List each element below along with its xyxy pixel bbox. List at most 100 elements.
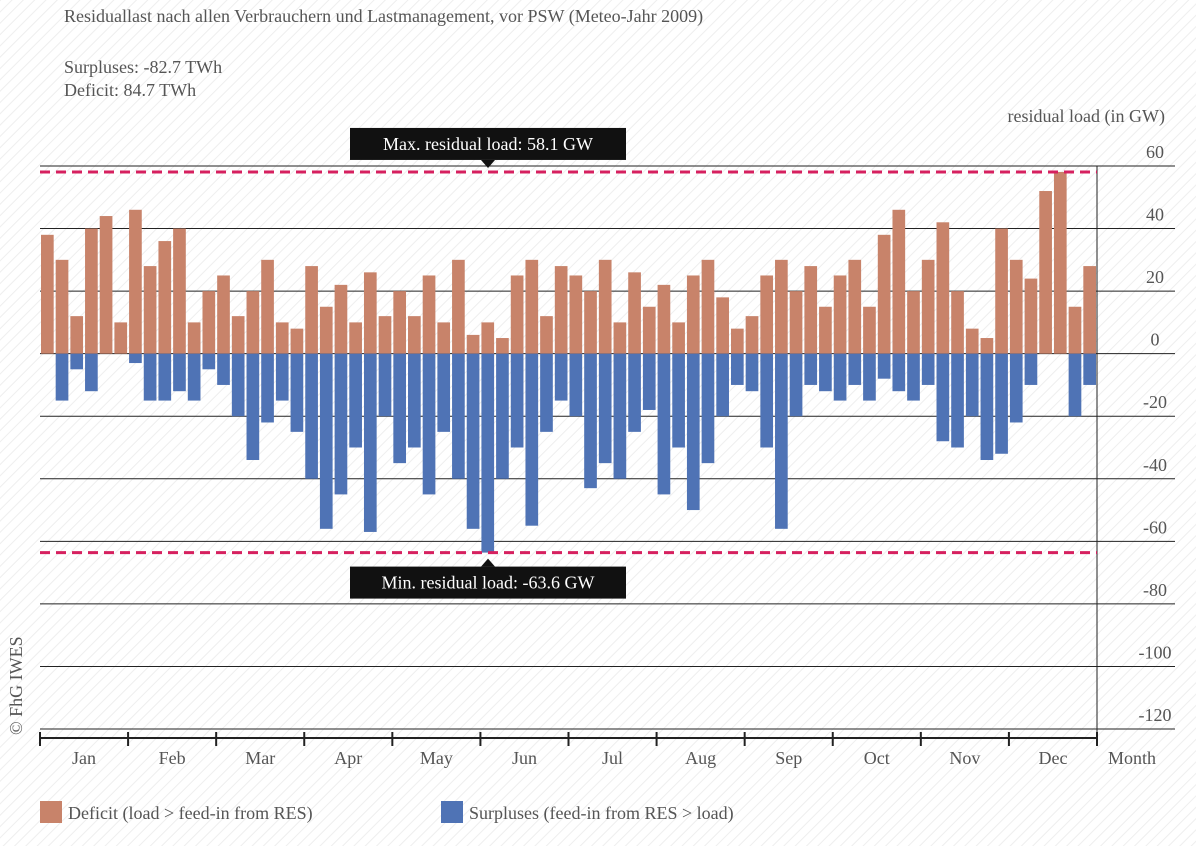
bar [569,275,583,354]
bar [760,275,774,354]
bar [246,353,260,461]
bar [55,259,69,354]
bar [129,353,142,364]
bar [85,228,98,354]
bar [907,291,920,354]
bar [452,353,465,479]
bar [378,316,392,354]
y-tick-label: 20 [1146,267,1164,287]
annotation-label: Min. residual load: -63.6 GW [382,573,595,593]
bar [877,234,891,354]
bar [466,334,480,354]
bar [907,353,920,401]
y-tick-label: -120 [1139,705,1172,725]
bar [745,316,759,354]
bar [760,353,774,448]
bar [481,353,495,553]
legend-label: Surpluses (feed-in from RES > load) [469,803,734,824]
bar [143,353,157,401]
bar [642,306,656,354]
bar [995,228,1008,354]
legend-swatch [441,801,463,823]
bar [246,291,260,354]
bar [452,259,465,354]
bar [980,338,994,354]
y-tick-label: -60 [1143,517,1167,537]
bar [628,353,641,432]
bar [686,275,700,354]
bar [129,209,142,354]
bar [995,353,1008,454]
bar [951,291,964,354]
bar [921,353,935,385]
x-tick-label: May [420,748,453,768]
x-tick-label: Jul [602,748,623,768]
bar [466,353,480,529]
bar [701,353,715,464]
bar [349,353,362,448]
bar [1068,353,1082,417]
bar [305,266,318,354]
bar [804,353,818,385]
bar [481,322,495,354]
bar [775,353,788,529]
bar [833,275,847,354]
bar [951,353,964,448]
bar [1053,171,1067,354]
y-tick-label: -20 [1143,392,1167,412]
bar [408,353,421,448]
bar [510,353,524,448]
bar [804,266,818,354]
legend-label: Deficit (load > feed-in from RES) [68,803,313,824]
bar [408,316,421,354]
bar [701,259,715,354]
bar [892,353,906,392]
bar [202,353,216,370]
bar [202,291,216,354]
bar [642,353,656,410]
bar [877,353,891,379]
x-tick-label: Aug [685,748,716,768]
bar [496,338,509,354]
bar [114,322,128,354]
bar [55,353,69,401]
bar [584,353,597,489]
bar [437,353,451,432]
bar [789,353,803,417]
bar [936,353,950,442]
legend-swatch [40,801,62,823]
bar [217,275,230,354]
bar [584,291,597,354]
bar [1068,306,1082,354]
bar [319,306,333,354]
bar [319,353,333,529]
bar [1024,353,1038,385]
bar [965,353,979,417]
bar [173,228,186,354]
bar [334,353,348,495]
bar [261,259,274,354]
bar [554,353,568,401]
subtitle: Deficit: 84.7 TWh [64,80,196,100]
x-tick-label: Sep [775,748,802,768]
bar [1083,353,1096,385]
bar [231,316,245,354]
bar [363,272,377,354]
bar [1039,191,1052,354]
annotation-pointer [481,159,495,168]
y-tick-label: -40 [1143,455,1167,475]
bar [363,353,377,532]
bar [730,328,744,354]
bar [99,216,113,354]
bar [1009,259,1023,354]
x-tick-label: Nov [949,748,980,768]
bar [613,322,627,354]
bar [613,353,627,479]
x-tick-label: Jun [512,748,537,768]
bar [290,353,304,432]
bar [422,353,436,495]
annotation-box [350,127,626,160]
bar [863,353,876,401]
